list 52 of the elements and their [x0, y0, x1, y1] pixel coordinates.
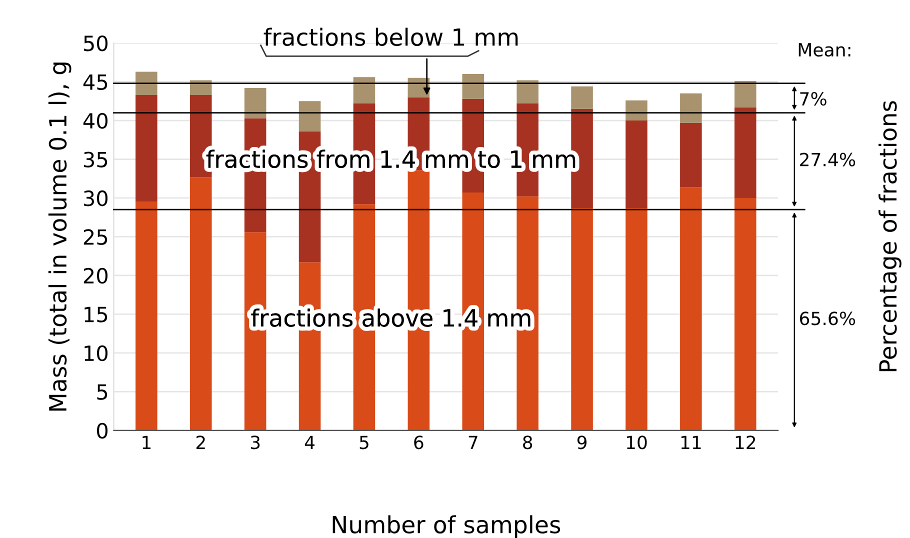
y-tick-label: 30 [84, 190, 108, 206]
bar [462, 74, 484, 99]
y-tick-label: 35 [84, 152, 108, 168]
y-tick-label: 5 [97, 384, 108, 400]
bar [626, 100, 648, 121]
x-tick-label: 8 [523, 436, 532, 450]
bar [136, 94, 158, 202]
bar [298, 101, 321, 132]
x-tick-label: 3 [250, 436, 260, 450]
y-tick-label: 45 [83, 74, 108, 90]
y-axis-title: Mass (total in volume 0.1 l), g [48, 62, 72, 411]
bar [244, 88, 266, 118]
x-tick-label: 10 [626, 436, 647, 450]
y-tick-label: 15 [84, 306, 108, 322]
bar [190, 177, 212, 430]
bar [680, 122, 702, 188]
bar [190, 80, 212, 95]
y-tick-label: 25 [84, 229, 108, 245]
y-tick-label: 10 [84, 345, 108, 362]
x-tick-label: 4 [304, 436, 315, 449]
bar [353, 77, 376, 104]
x-tick-label: 11 [681, 436, 701, 449]
bar [516, 80, 538, 104]
series-label: fractions below 1 mm [264, 28, 518, 46]
x-tick-label: 12 [736, 436, 756, 449]
bar [136, 72, 158, 95]
x-axis-title: Number of samples [332, 515, 560, 538]
bar [680, 93, 702, 123]
y-tick-label: 20 [84, 268, 108, 284]
bar [734, 198, 756, 430]
y-tick-label: 40 [83, 112, 108, 129]
bar [571, 208, 593, 430]
x-tick-label: 1 [142, 436, 150, 449]
text: Mean: [798, 43, 850, 57]
bar [734, 107, 756, 198]
x-tick-label: 7 [468, 436, 478, 449]
bar [626, 120, 648, 208]
x-tick-label: 6 [414, 436, 424, 450]
bar [136, 202, 158, 430]
bar [571, 86, 593, 109]
y2-axis-title: Percentage of fractions [878, 101, 902, 372]
bar [626, 208, 648, 430]
x-tick-label: 5 [360, 436, 368, 450]
y-tick-label: 0 [97, 422, 108, 439]
bar [734, 81, 756, 108]
y-tick-label: 50 [84, 35, 108, 52]
text: 27.4% [800, 152, 856, 166]
text: 65.6% [800, 312, 856, 326]
x-tick-label: 2 [196, 436, 205, 449]
text: 7% [800, 92, 826, 106]
x-tick-label: 9 [577, 436, 586, 450]
bar [680, 187, 702, 430]
